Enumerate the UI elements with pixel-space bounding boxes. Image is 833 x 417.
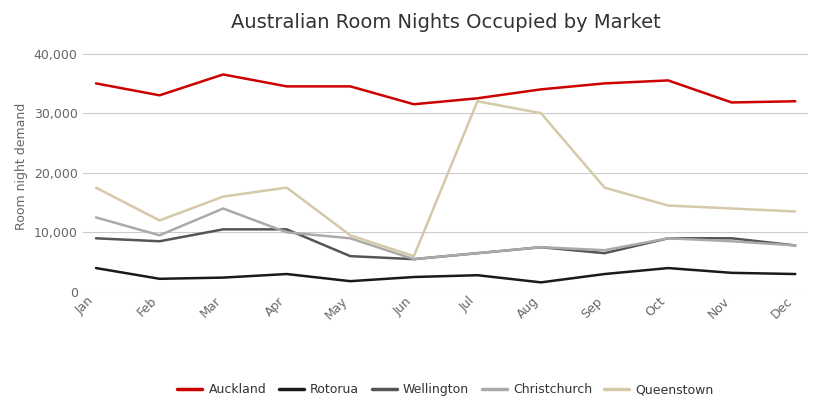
Auckland — [409, 102, 419, 107]
Legend: Auckland, Rotorua, Wellington, Christchurch, Queenstown: Auckland, Rotorua, Wellington, Christchu… — [172, 378, 719, 401]
Christchurch — [791, 243, 801, 248]
Auckland — [663, 78, 673, 83]
Wellington — [346, 254, 356, 259]
Christchurch — [472, 251, 482, 256]
Wellington — [282, 227, 292, 232]
Rotorua — [409, 274, 419, 279]
Queenstown — [600, 185, 610, 190]
Auckland — [472, 96, 482, 101]
Auckland — [536, 87, 546, 92]
Auckland — [791, 99, 801, 104]
Rotorua — [791, 271, 801, 276]
Rotorua — [91, 266, 101, 271]
Auckland — [726, 100, 736, 105]
Christchurch — [726, 239, 736, 244]
Wellington — [91, 236, 101, 241]
Queenstown — [155, 218, 165, 223]
Wellington — [409, 256, 419, 261]
Christchurch — [282, 230, 292, 235]
Rotorua — [726, 270, 736, 275]
Christchurch — [155, 233, 165, 238]
Wellington — [218, 227, 228, 232]
Auckland — [600, 81, 610, 86]
Christchurch — [218, 206, 228, 211]
Queenstown — [282, 185, 292, 190]
Line: Christchurch: Christchurch — [96, 208, 796, 259]
Queenstown — [346, 233, 356, 238]
Wellington — [536, 245, 546, 250]
Title: Australian Room Nights Occupied by Market: Australian Room Nights Occupied by Marke… — [231, 13, 661, 32]
Wellington — [663, 236, 673, 241]
Queenstown — [472, 99, 482, 104]
Auckland — [155, 93, 165, 98]
Line: Rotorua: Rotorua — [96, 268, 796, 282]
Rotorua — [218, 275, 228, 280]
Y-axis label: Room night demand: Room night demand — [15, 103, 28, 231]
Queenstown — [218, 194, 228, 199]
Christchurch — [346, 236, 356, 241]
Wellington — [726, 236, 736, 241]
Rotorua — [536, 280, 546, 285]
Auckland — [218, 72, 228, 77]
Queenstown — [409, 254, 419, 259]
Wellington — [155, 239, 165, 244]
Wellington — [472, 251, 482, 256]
Wellington — [791, 243, 801, 248]
Auckland — [346, 84, 356, 89]
Rotorua — [155, 276, 165, 281]
Rotorua — [346, 279, 356, 284]
Line: Wellington: Wellington — [96, 229, 796, 259]
Rotorua — [282, 271, 292, 276]
Rotorua — [663, 266, 673, 271]
Line: Auckland: Auckland — [96, 75, 796, 104]
Queenstown — [663, 203, 673, 208]
Christchurch — [663, 236, 673, 241]
Christchurch — [536, 245, 546, 250]
Christchurch — [409, 256, 419, 261]
Auckland — [91, 81, 101, 86]
Queenstown — [536, 111, 546, 116]
Wellington — [600, 251, 610, 256]
Queenstown — [91, 185, 101, 190]
Queenstown — [791, 209, 801, 214]
Rotorua — [600, 271, 610, 276]
Queenstown — [726, 206, 736, 211]
Rotorua — [472, 273, 482, 278]
Line: Queenstown: Queenstown — [96, 101, 796, 256]
Auckland — [282, 84, 292, 89]
Christchurch — [600, 248, 610, 253]
Christchurch — [91, 215, 101, 220]
